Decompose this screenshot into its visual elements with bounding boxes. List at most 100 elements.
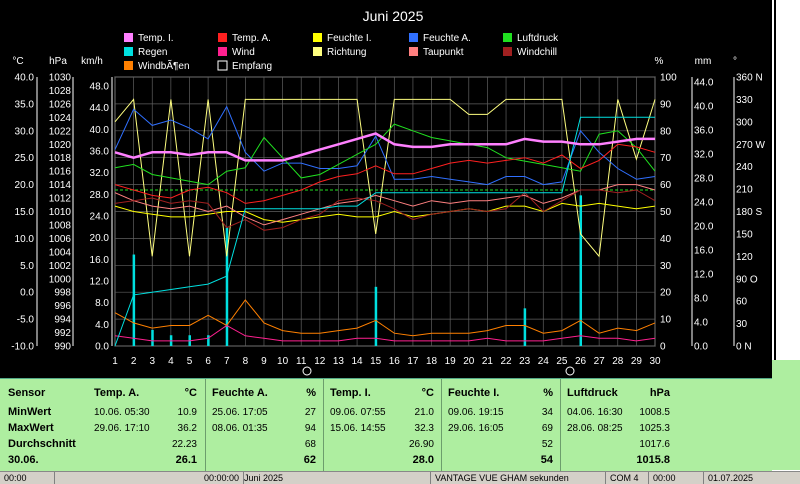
x-tick-label: 23: [519, 356, 531, 367]
chart-title: Juni 2025: [363, 8, 424, 24]
x-tick-label: 28: [612, 356, 624, 367]
summary-current-value: 26.1: [175, 454, 197, 466]
summary-max-time: 15.06. 14:55: [330, 423, 386, 434]
legend-label: Feuchte I.: [327, 33, 371, 44]
wind-tick-label: 24.0: [90, 212, 110, 223]
wind-tick-label: 20.0: [90, 233, 110, 244]
pressure-tick-label: 992: [54, 328, 71, 339]
percent-tick-label: 40: [660, 234, 672, 245]
legend-swatch: [124, 33, 133, 42]
percent-tick-label: 0: [660, 342, 666, 353]
summary-unit: °C: [184, 387, 197, 399]
direction-tick-label: 240: [736, 162, 753, 173]
legend-swatch: [409, 33, 418, 42]
x-tick-label: 1: [112, 356, 118, 367]
rain-bar: [132, 254, 136, 346]
pressure-tick-label: 1012: [49, 194, 72, 205]
legend-label: Feuchte A.: [423, 33, 471, 44]
summary-avg-value: 52: [541, 439, 553, 450]
temp-tick-label: 5.0: [20, 261, 34, 272]
summary-unit: %: [306, 387, 316, 399]
rain-tick-label: 28.0: [694, 174, 714, 185]
summary-current-value: 1015.8: [636, 454, 670, 466]
x-tick-label: 9: [261, 356, 267, 367]
legend-label: Temp. I.: [138, 33, 174, 44]
summary-min-value: 34: [541, 407, 553, 418]
pressure-tick-label: 998: [54, 288, 71, 299]
temp-tick-label: 20.0: [15, 180, 35, 191]
status-port: COM 4: [606, 472, 649, 484]
summary-min-time: 10.06. 05:30: [94, 407, 150, 418]
percent-tick-label: 10: [660, 315, 672, 326]
summary-avg-value: 1017.6: [639, 439, 670, 450]
series-line-windchill: [114, 189, 656, 231]
summary-col-feuchte-a-: Feuchte A.% 25.06. 17:05 27 08.06. 01:35 94 6…: [205, 379, 324, 471]
axes: 40.035.030.025.020.015.010.05.00.0-5.0-1…: [11, 73, 765, 376]
avg-label: Durchschnitt: [8, 438, 76, 450]
wind-tick-label: 36.0: [90, 147, 110, 158]
summary-max-time: 29.06. 16:05: [448, 423, 504, 434]
x-tick-label: 25: [556, 356, 568, 367]
window-edge: [772, 0, 800, 471]
direction-tick-label: 120: [736, 252, 753, 263]
rain-tick-label: 16.0: [694, 246, 714, 257]
x-tick-label: 13: [333, 356, 345, 367]
summary-col-temp-a-: Temp. A. °C 10.06. 05:30 10.9 29.06. 17:10 36…: [88, 379, 205, 471]
direction-tick-label: 330: [736, 95, 753, 106]
rain-tick-label: 4.0: [694, 318, 708, 329]
temp-tick-label: 0.0: [20, 288, 34, 299]
status-month: Juni 2025: [240, 472, 431, 484]
summary-max-time: 08.06. 01:35: [212, 423, 268, 434]
summary-avg-value: 26.90: [408, 439, 434, 450]
summary-current-value: 62: [303, 454, 316, 466]
legend-label: Richtung: [327, 47, 366, 58]
wind-tick-label: 28.0: [90, 190, 110, 201]
scroll-marker-icon: [565, 366, 575, 376]
summary-current-value: 28.0: [412, 454, 434, 466]
series-line-temp-a-: [114, 143, 656, 204]
rain-tick-label: 0.0: [694, 342, 708, 353]
summary-title: Luftdruck: [567, 387, 618, 399]
series-line-wind: [114, 324, 656, 342]
rain-tick-label: 36.0: [694, 126, 714, 137]
series-line-regen: [114, 116, 655, 347]
wind-tick-label: 48.0: [90, 82, 110, 93]
direction-tick-label: 0 N: [736, 342, 752, 353]
wind-tick-label: 0.0: [95, 342, 109, 353]
pressure-tick-label: 1016: [49, 167, 72, 178]
pressure-tick-label: 1000: [49, 274, 72, 285]
summary-max-value: 36.2: [177, 423, 197, 434]
percent-tick-label: 100: [660, 73, 677, 84]
summary-title: Feuchte A.: [212, 387, 268, 399]
summary-min-value: 27: [304, 407, 316, 418]
x-tick-label: 17: [407, 356, 419, 367]
summary-max-value: 1025.3: [639, 423, 670, 434]
temp-unit-label: °C: [12, 56, 23, 67]
status-date: 01.07.2025: [704, 472, 800, 484]
series-line-windb-en: [114, 299, 656, 337]
direction-tick-label: 150: [736, 229, 753, 240]
summary-min-value: 21.0: [414, 407, 434, 418]
percent-tick-label: 50: [660, 207, 672, 218]
rain-bar: [151, 329, 154, 346]
legend-swatch: [313, 47, 322, 56]
x-tick-label: 2: [131, 356, 137, 367]
x-tick-label: 10: [277, 356, 289, 367]
summary-unit: %: [543, 387, 553, 399]
summary-col-feuchte-i-: Feuchte I.% 09.06. 19:15 34 29.06. 16:05 69 5…: [441, 379, 561, 471]
summary-labels: Sensor MinWert MaxWert Durchschnitt 30.0…: [0, 379, 88, 471]
pressure-tick-label: 996: [54, 301, 71, 312]
temp-tick-label: -5.0: [17, 315, 35, 326]
x-tick-label: 30: [649, 356, 661, 367]
summary-min-time: 09.06. 19:15: [448, 407, 504, 418]
x-tick-label: 11: [296, 356, 307, 367]
rain-bar: [207, 335, 210, 346]
series-line-taupunkt: [114, 184, 656, 226]
direction-tick-label: 180 S: [736, 207, 762, 218]
wind-tick-label: 32.0: [90, 168, 110, 179]
sensor-label: Sensor: [8, 387, 46, 399]
status-clock: 00:00: [649, 472, 704, 484]
pressure-tick-label: 1022: [49, 126, 72, 137]
summary-col-temp-i-: Temp. I. °C 09.06. 07:55 21.0 15.06. 14:55 32…: [323, 379, 442, 471]
summary-max-time: 28.06. 08:25: [567, 423, 623, 434]
